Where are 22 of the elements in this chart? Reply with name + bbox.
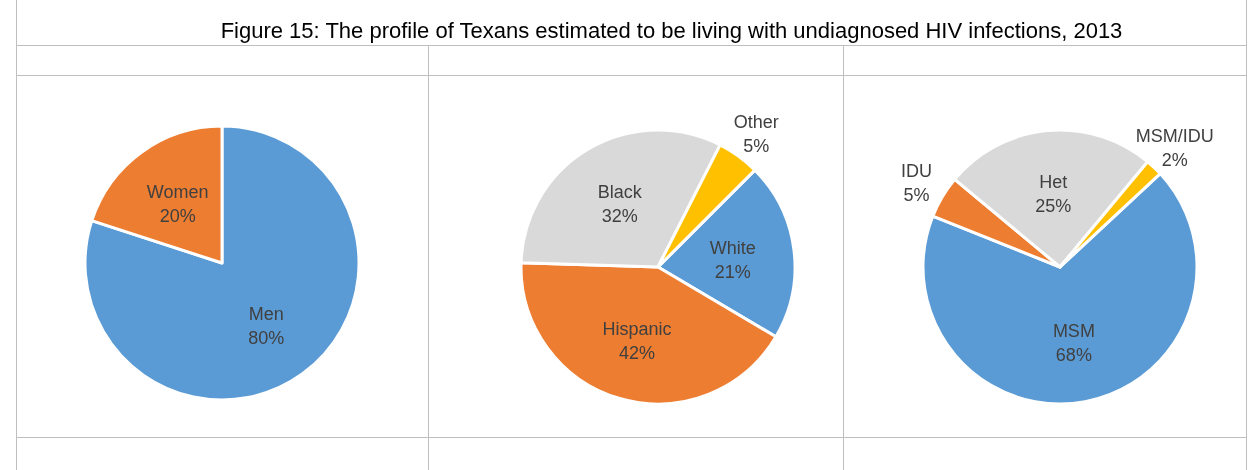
- slice-label: Hispanic: [602, 319, 672, 340]
- slice-label: Black: [597, 182, 643, 203]
- data-label: 80%: [248, 327, 285, 348]
- data-label: 25%: [1035, 195, 1072, 216]
- slice-label: MSM: [1052, 321, 1095, 342]
- slice-label: Het: [1039, 171, 1068, 192]
- slice-label: Other: [733, 111, 779, 132]
- slice-label: Women: [146, 182, 209, 203]
- data-label: 2%: [1161, 149, 1188, 170]
- data-label: 68%: [1055, 345, 1092, 366]
- data-label: 42%: [618, 343, 655, 364]
- data-label: 21%: [714, 261, 751, 282]
- data-label: 5%: [903, 185, 930, 206]
- text: Figure 15: The profile of Texans estimated to be living with undiagnosed HIV infections, 2013: [220, 18, 1123, 43]
- data-label: 5%: [743, 135, 770, 156]
- slice-label: Men: [248, 303, 284, 324]
- slice-label: White: [709, 237, 756, 258]
- data-label: 20%: [159, 206, 196, 227]
- pie-slice: [83, 124, 361, 402]
- data-label: 32%: [601, 206, 638, 227]
- slice-label: IDU: [900, 161, 932, 182]
- slice-label: MSM/IDU: [1135, 125, 1214, 146]
